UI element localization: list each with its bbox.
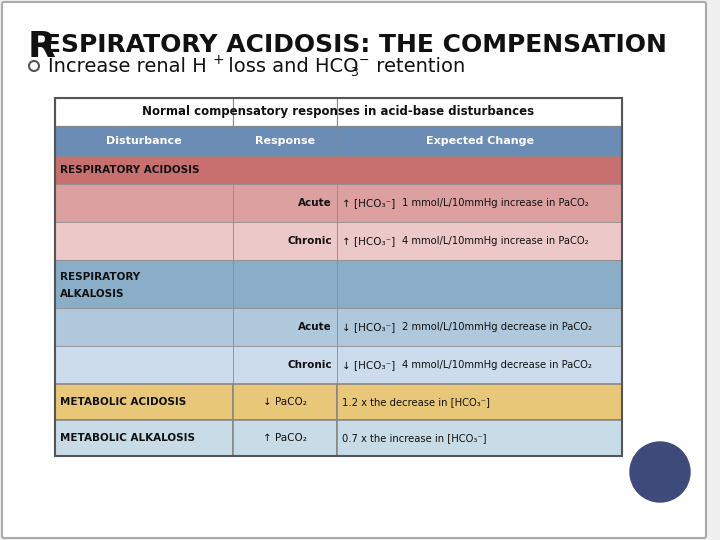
Text: RESPIRATORY: RESPIRATORY	[60, 272, 140, 282]
Bar	[233, 222, 337, 260]
Bar	[233, 184, 337, 222]
Text: −: −	[359, 53, 369, 66]
Text: ↑ [HCO₃⁻]: ↑ [HCO₃⁻]	[342, 236, 395, 246]
Text: Increase renal H: Increase renal H	[48, 57, 207, 76]
Bar	[55, 98, 622, 456]
Text: Expected Change: Expected Change	[426, 136, 534, 146]
Text: ↑ [HCO₃⁻]: ↑ [HCO₃⁻]	[342, 198, 395, 208]
Bar	[337, 98, 622, 126]
Bar	[55, 222, 233, 260]
Text: 4 mmol/L/10mmHg decrease in PaCO₂: 4 mmol/L/10mmHg decrease in PaCO₂	[402, 360, 592, 370]
Bar	[55, 346, 233, 384]
Text: R: R	[28, 30, 56, 64]
Text: ↓ [HCO₃⁻]: ↓ [HCO₃⁻]	[342, 322, 395, 332]
Text: loss and HCO: loss and HCO	[222, 57, 359, 76]
Bar	[337, 420, 622, 456]
Bar	[233, 308, 337, 346]
Bar	[55, 184, 233, 222]
Text: Chronic: Chronic	[287, 360, 332, 370]
Text: ↑ PaCO₂: ↑ PaCO₂	[263, 433, 307, 443]
Text: METABOLIC ALKALOSIS: METABOLIC ALKALOSIS	[60, 433, 195, 443]
Bar	[233, 384, 337, 420]
Text: retention: retention	[370, 57, 465, 76]
FancyBboxPatch shape	[2, 2, 706, 538]
Text: 0.7 x the increase in [HCO₃⁻]: 0.7 x the increase in [HCO₃⁻]	[342, 433, 487, 443]
Bar	[337, 384, 622, 420]
Bar	[337, 308, 622, 346]
Text: ↓ [HCO₃⁻]: ↓ [HCO₃⁻]	[342, 360, 395, 370]
Text: 1.2 x the decrease in [HCO₃⁻]: 1.2 x the decrease in [HCO₃⁻]	[342, 397, 490, 407]
Bar	[55, 308, 233, 346]
Bar	[233, 126, 337, 156]
Text: 4 mmol/L/10mmHg increase in PaCO₂: 4 mmol/L/10mmHg increase in PaCO₂	[402, 236, 589, 246]
Bar	[337, 184, 622, 222]
Text: METABOLIC ACIDOSIS: METABOLIC ACIDOSIS	[60, 397, 186, 407]
Text: Disturbance: Disturbance	[106, 136, 182, 146]
Text: ↓ PaCO₂: ↓ PaCO₂	[263, 397, 307, 407]
Bar	[233, 98, 337, 126]
Text: Acute: Acute	[298, 198, 332, 208]
Bar	[55, 156, 233, 184]
Text: 2 mmol/L/10mmHg decrease in PaCO₂: 2 mmol/L/10mmHg decrease in PaCO₂	[402, 322, 592, 332]
Bar	[337, 222, 622, 260]
Bar	[337, 126, 622, 156]
Text: ALKALOSIS: ALKALOSIS	[60, 288, 125, 299]
Bar	[55, 420, 233, 456]
Bar	[233, 346, 337, 384]
Bar	[55, 384, 233, 420]
Text: Chronic: Chronic	[287, 236, 332, 246]
Text: 3: 3	[350, 65, 358, 78]
Circle shape	[630, 442, 690, 502]
Bar	[233, 260, 337, 308]
Text: +: +	[212, 53, 224, 67]
Bar	[55, 98, 233, 126]
Text: Response: Response	[255, 136, 315, 146]
Text: RESPIRATORY ACIDOSIS: RESPIRATORY ACIDOSIS	[60, 165, 199, 175]
Text: 1 mmol/L/10mmHg increase in PaCO₂: 1 mmol/L/10mmHg increase in PaCO₂	[402, 198, 589, 208]
Bar	[55, 126, 233, 156]
Text: Acute: Acute	[298, 322, 332, 332]
Bar	[337, 156, 622, 184]
Bar	[233, 156, 337, 184]
Text: Normal compensatory responses in acid-base disturbances: Normal compensatory responses in acid-ba…	[143, 105, 534, 118]
Bar	[55, 260, 233, 308]
Bar	[233, 420, 337, 456]
Bar	[337, 260, 622, 308]
Bar	[337, 346, 622, 384]
Text: ESPIRATORY ACIDOSIS: THE COMPENSATION: ESPIRATORY ACIDOSIS: THE COMPENSATION	[44, 33, 667, 57]
